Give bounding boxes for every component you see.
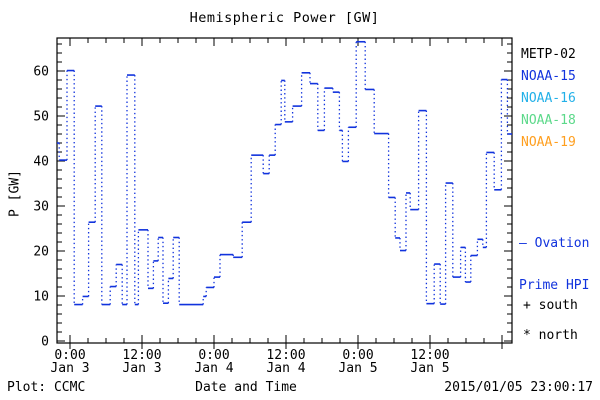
x-tick-time-label: 0:00 (198, 348, 229, 363)
x-tick-time-label: 12:00 (122, 348, 161, 363)
asterisk-marker-icon: * (523, 328, 531, 343)
plot-source-credit: Plot: CCMC (7, 380, 86, 395)
x-tick-date-label: Jan 3 (50, 361, 89, 376)
y-tick-label: 50 (33, 110, 49, 125)
legend-item-noaa-19: NOAA-19 (521, 135, 576, 150)
x-tick-date-label: Jan 4 (194, 361, 233, 376)
x-tick-date-label: Jan 5 (410, 361, 449, 376)
x-tick-date-label: Jan 3 (122, 361, 161, 376)
y-tick-label: 10 (33, 290, 49, 305)
y-tick-label: 20 (33, 245, 49, 260)
legend-item-noaa-16: NOAA-16 (521, 91, 576, 106)
x-tick-time-label: 12:00 (266, 348, 305, 363)
x-tick-date-label: Jan 5 (338, 361, 377, 376)
x-tick-time-label: 0:00 (342, 348, 373, 363)
y-tick-label: 30 (33, 200, 49, 215)
legend-item-noaa-15: NOAA-15 (521, 69, 576, 84)
axes-box (56, 37, 513, 344)
ovation-prime-note: — Ovation Prime HPI (519, 209, 599, 321)
plot-timestamp: 2015/01/05 23:00:17 (444, 380, 593, 395)
north-label: north (538, 328, 578, 343)
x-tick-time-label: 12:00 (410, 348, 449, 363)
ovation-note-line2: Prime HPI (519, 278, 590, 293)
y-tick-label: 40 (33, 155, 49, 170)
legend-item-noaa-18: NOAA-18 (521, 113, 576, 128)
y-tick-label: 60 (33, 65, 49, 80)
ovation-note-line1: — Ovation (519, 236, 590, 251)
north-marker-note: * north (523, 328, 578, 343)
south-marker-note: + south (523, 298, 578, 313)
chart-title: Hemispheric Power [GW] (189, 10, 380, 26)
y-tick-label: 0 (41, 335, 49, 350)
south-label: south (538, 298, 578, 313)
satellite-legend: METP-02 NOAA-15 NOAA-16 NOAA-18 NOAA-19 (521, 44, 599, 154)
x-axis-label: Date and Time (195, 380, 297, 395)
plus-marker-icon: + (523, 298, 531, 313)
x-tick-date-label: Jan 4 (266, 361, 305, 376)
x-tick-time-label: 0:00 (54, 348, 85, 363)
legend-item-metp-02: METP-02 (521, 47, 576, 62)
